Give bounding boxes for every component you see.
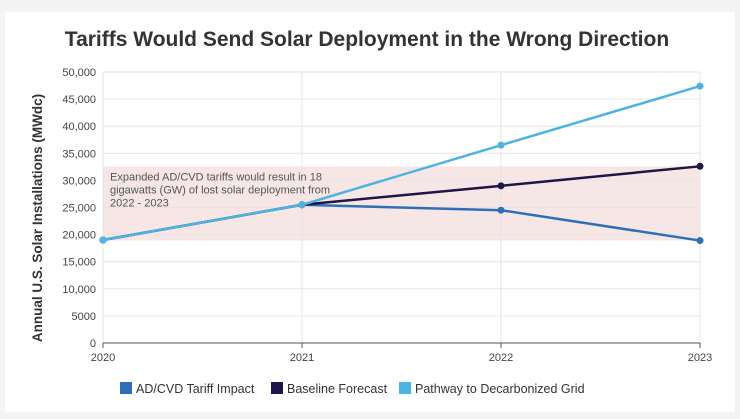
y-tick-label: 30,000 [62, 175, 96, 187]
data-point[interactable] [497, 182, 505, 190]
series-3 [99, 82, 704, 244]
annotation-band-layer [103, 166, 700, 241]
y-tick-label: 45,000 [62, 94, 96, 106]
y-tick-label: 25,000 [62, 203, 96, 215]
series-line [102, 84, 701, 242]
legend-label: Baseline Forecast [287, 382, 388, 396]
chart-card: Tariffs Would Send Solar Deployment in t… [5, 12, 735, 412]
series-layer [99, 82, 704, 245]
y-tick-label: 10,000 [62, 284, 96, 296]
y-tick-label: 40,000 [62, 121, 96, 133]
data-point[interactable] [696, 82, 704, 90]
data-point[interactable] [298, 201, 306, 209]
y-tick-label: 0 [90, 338, 96, 350]
data-point[interactable] [696, 237, 704, 245]
y-tick-label: 20,000 [62, 230, 96, 242]
legend[interactable]: AD/CVD Tariff Impact Baseline Forecast Pat… [120, 382, 585, 396]
x-tick-label: 2020 [91, 352, 115, 364]
legend-item-3[interactable]: Pathway to Decarbonized Grid [399, 382, 585, 396]
gridlines [102, 71, 701, 344]
x-tick-label: 2023 [688, 352, 712, 364]
legend-item-2[interactable]: Baseline Forecast [271, 382, 388, 396]
x-tick-label: 2021 [290, 352, 314, 364]
y-tick-label: 15,000 [62, 257, 96, 269]
data-point[interactable] [497, 206, 505, 214]
annotation-line: gigawatts (GW) of lost solar deployment … [110, 184, 330, 196]
legend-swatch [399, 382, 411, 394]
data-point[interactable] [99, 236, 107, 244]
y-tick-label: 5000 [72, 311, 96, 323]
y-tick-label: 50,000 [62, 67, 96, 79]
y-tick-label: 35,000 [62, 148, 96, 160]
axes: 0 5000 10,000 15,000 20,000 25,000 30,000 35,00… [62, 67, 712, 364]
legend-item-1[interactable]: AD/CVD Tariff Impact [120, 382, 255, 396]
legend-label: Pathway to Decarbonized Grid [415, 382, 585, 396]
legend-label: AD/CVD Tariff Impact [136, 382, 255, 396]
chart-title: Tariffs Would Send Solar Deployment in t… [65, 28, 669, 51]
annotation-line: 2022 - 2023 [110, 197, 169, 209]
y-axis-title: Annual U.S. Solar Installations (MWdc) [30, 94, 45, 342]
annotation-band [103, 166, 700, 241]
legend-swatch [271, 382, 283, 394]
line-chart: Tariffs Would Send Solar Deployment in t… [30, 28, 712, 396]
data-point[interactable] [497, 141, 505, 149]
annotation-text: Expanded AD/CVD tariffs would result in … [110, 171, 330, 209]
legend-swatch [120, 382, 132, 394]
data-point[interactable] [696, 162, 704, 170]
x-tick-label: 2022 [489, 352, 513, 364]
annotation-line: Expanded AD/CVD tariffs would result in … [110, 171, 322, 183]
